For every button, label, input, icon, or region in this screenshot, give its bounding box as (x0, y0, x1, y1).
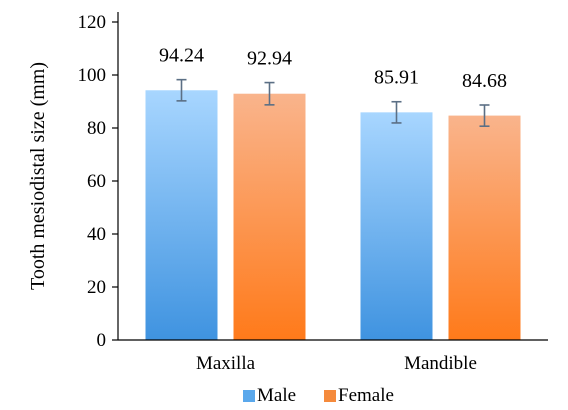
bars-layer (145, 90, 521, 341)
category-label-maxilla: Maxilla (196, 353, 256, 374)
axes-layer (117, 12, 548, 341)
category-label-mandible: Mandible (404, 353, 477, 374)
legend-item-male: Male (243, 385, 296, 406)
bar-female-maxilla (233, 93, 306, 340)
data-labels-layer: 94.24 92.94 85.91 84.68 (159, 45, 507, 92)
y-ticks-layer: 0 20 40 60 80 100 120 (78, 12, 118, 351)
legend-item-female: Female (324, 385, 394, 406)
y-axis-title: Tooth mesiodistal size (mm) (27, 62, 49, 290)
y-tick-label: 80 (87, 118, 106, 139)
y-tick-label: 0 (97, 330, 107, 351)
legend: Male Female (243, 385, 394, 406)
data-label-male-maxilla: 94.24 (159, 45, 204, 67)
legend-label-male: Male (257, 385, 296, 406)
error-bars-layer (176, 78, 490, 127)
error-bar-male-maxilla (176, 78, 187, 102)
bar-male-mandible (360, 112, 433, 340)
y-tick-label: 60 (87, 171, 106, 192)
data-label-male-mandible: 85.91 (374, 67, 419, 89)
y-tick-label: 100 (78, 65, 107, 86)
y-tick-label: 20 (87, 277, 106, 298)
legend-swatch-female (324, 390, 336, 402)
data-label-female-maxilla: 92.94 (247, 48, 292, 70)
y-tick-label: 40 (87, 224, 106, 245)
y-tick-label: 120 (78, 12, 107, 33)
bar-male-maxilla (145, 90, 218, 340)
data-label-female-mandible: 84.68 (462, 70, 507, 92)
error-bar-female-mandible (479, 104, 490, 127)
category-labels-layer: Maxilla Mandible (196, 353, 477, 374)
legend-swatch-male (243, 390, 255, 402)
error-bar-female-maxilla (264, 81, 275, 106)
bar-female-mandible (448, 115, 521, 341)
legend-label-female: Female (338, 385, 394, 406)
error-bar-male-mandible (391, 100, 402, 124)
